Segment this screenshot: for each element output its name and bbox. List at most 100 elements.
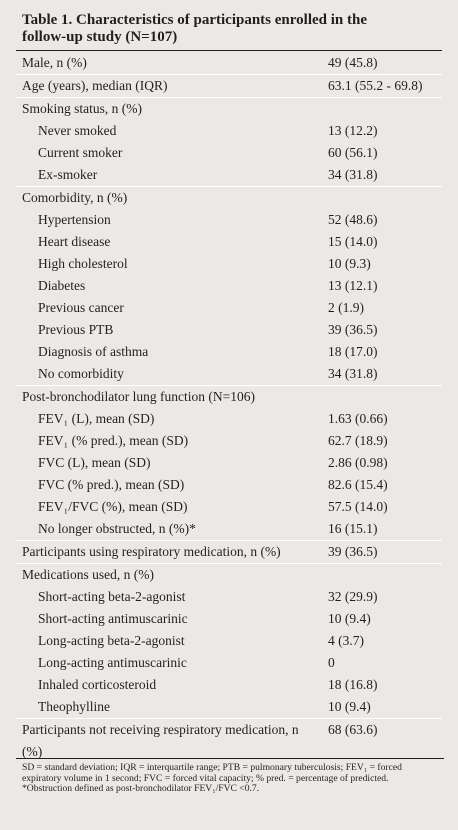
table-row: FEV₁/FVC (%), mean (SD) 57.5 (14.0) (16, 496, 442, 518)
row-value: 57.5 (14.0) (328, 499, 388, 514)
table-row: Participants using respiratory medicatio… (16, 541, 442, 563)
row-label: Heart disease (38, 234, 111, 249)
table-row: Diagnosis of asthma 18 (17.0) (16, 341, 442, 363)
row-value: 52 (48.6) (328, 212, 378, 227)
row-group: Participants using respiratory medicatio… (16, 540, 442, 563)
row-group: Age (years), median (IQR) 63.1 (55.2 - 69… (16, 74, 442, 97)
row-label: Post-bronchodilator lung function (N=106… (22, 389, 255, 404)
row-group: Male, n (%) 49 (45.8) (16, 52, 442, 74)
row-label: Diabetes (38, 278, 86, 293)
table-row: Ex-smoker 34 (31.8) (16, 164, 442, 186)
table-row: High cholesterol 10 (9.3) (16, 253, 442, 275)
row-value: 4 (3.7) (328, 633, 364, 648)
table-row: Hypertension 52 (48.6) (16, 209, 442, 231)
row-label: FVC (L), mean (SD) (38, 455, 151, 470)
footnote: SD = standard deviation; IQR = interquar… (22, 762, 402, 784)
row-group: Medications used, n (%) Short-acting beta… (16, 563, 442, 718)
row-label: Previous PTB (38, 322, 114, 337)
row-label: Long-acting beta-2-agonist (38, 633, 185, 648)
row-value: 60 (56.1) (328, 145, 378, 160)
table-row: Diabetes 13 (12.1) (16, 275, 442, 297)
row-group: Comorbidity, n (%) Hypertension 52 (48.6) H… (16, 186, 442, 385)
table-row: Long-acting antimuscarinic 0 (16, 652, 442, 674)
row-value: 63.1 (55.2 - 69.8) (328, 78, 423, 93)
row-value: 10 (9.4) (328, 611, 371, 626)
table-row: Age (years), median (IQR) 63.1 (55.2 - 69… (16, 75, 442, 97)
row-label: Medications used, n (%) (22, 567, 154, 582)
table-row: Inhaled corticosteroid 18 (16.8) (16, 674, 442, 696)
row-value: 34 (31.8) (328, 366, 378, 381)
table-row: Short-acting beta-2-agonist 32 (29.9) (16, 586, 442, 608)
row-value: 49 (45.8) (328, 55, 378, 70)
table-row: No comorbidity 34 (31.8) (16, 363, 442, 385)
row-label: Previous cancer (38, 300, 124, 315)
row-value: 2 (1.9) (328, 300, 364, 315)
row-value: 0 (328, 655, 335, 670)
table-row: Post-bronchodilator lung function (N=106… (16, 386, 442, 408)
table-row: Previous cancer 2 (1.9) (16, 297, 442, 319)
row-value: 16 (15.1) (328, 521, 378, 536)
table-row: Participants not receiving respiratory m… (16, 719, 442, 763)
row-value: 39 (36.5) (328, 322, 378, 337)
row-label: Diagnosis of asthma (38, 344, 149, 359)
row-group: Participants not receiving respiratory m… (16, 718, 442, 763)
row-label: No comorbidity (38, 366, 124, 381)
table-row: Male, n (%) 49 (45.8) (16, 52, 442, 74)
row-group: Post-bronchodilator lung function (N=106… (16, 385, 442, 540)
row-value: 13 (12.2) (328, 123, 378, 138)
row-label: Comorbidity, n (%) (22, 190, 128, 205)
row-label: Never smoked (38, 123, 117, 138)
row-value: 34 (31.8) (328, 167, 378, 182)
table-row: Smoking status, n (%) (16, 98, 442, 120)
row-label: FEV₁/FVC (%), mean (SD) (38, 499, 188, 514)
row-label: Theophylline (38, 699, 110, 714)
row-label: FEV₁ (L), mean (SD) (38, 411, 155, 426)
table-row: Previous PTB 39 (36.5) (16, 319, 442, 341)
row-value: 82.6 (15.4) (328, 477, 388, 492)
row-label: Short-acting antimuscarinic (38, 611, 188, 626)
row-value: 62.7 (18.9) (328, 433, 388, 448)
table-row: Medications used, n (%) (16, 564, 442, 586)
table-row: Comorbidity, n (%) (16, 187, 442, 209)
row-value: 15 (14.0) (328, 234, 378, 249)
row-label: Long-acting antimuscarinic (38, 655, 187, 670)
row-value: 2.86 (0.98) (328, 455, 388, 470)
table-title: Table 1. Characteristics of participants… (22, 12, 367, 45)
row-label: Hypertension (38, 212, 111, 227)
row-value: 13 (12.1) (328, 278, 378, 293)
table-row: FEV₁ (% pred.), mean (SD) 62.7 (18.9) (16, 430, 442, 452)
row-label: Male, n (%) (22, 55, 87, 70)
footnote: *Obstruction defined as post-bronchodila… (22, 783, 260, 794)
row-label: Participants using respiratory medicatio… (22, 544, 281, 559)
table-row: Short-acting antimuscarinic 10 (9.4) (16, 608, 442, 630)
table-row: Long-acting beta-2-agonist 4 (3.7) (16, 630, 442, 652)
row-value: 18 (17.0) (328, 344, 378, 359)
row-group: Smoking status, n (%) Never smoked 13 (12.… (16, 97, 442, 186)
row-value: 18 (16.8) (328, 677, 378, 692)
table-row: Never smoked 13 (12.2) (16, 120, 442, 142)
row-label: Ex-smoker (38, 167, 98, 182)
row-label: Participants not receiving respiratory m… (22, 722, 299, 759)
row-label: FVC (% pred.), mean (SD) (38, 477, 185, 492)
row-value: 39 (36.5) (328, 544, 378, 559)
row-label: Current smoker (38, 145, 123, 160)
row-label: Age (years), median (IQR) (22, 78, 168, 93)
row-label: Short-acting beta-2-agonist (38, 589, 186, 604)
table-row: FVC (% pred.), mean (SD) 82.6 (15.4) (16, 474, 442, 496)
table-row: Heart disease 15 (14.0) (16, 231, 442, 253)
table-body: Male, n (%) 49 (45.8) Age (years), median … (16, 52, 442, 763)
row-label: High cholesterol (38, 256, 128, 271)
row-label: Inhaled corticosteroid (38, 677, 157, 692)
row-value: 32 (29.9) (328, 589, 378, 604)
table-row: FVC (L), mean (SD) 2.86 (0.98) (16, 452, 442, 474)
title-rule (16, 50, 442, 51)
footnotes: SD = standard deviation; IQR = interquar… (16, 758, 444, 795)
table-row: Current smoker 60 (56.1) (16, 142, 442, 164)
table-row: Theophylline 10 (9.4) (16, 696, 442, 718)
row-value: 10 (9.3) (328, 256, 371, 271)
row-label: No longer obstructed, n (%)* (38, 521, 196, 536)
table-row: FEV₁ (L), mean (SD) 1.63 (0.66) (16, 408, 442, 430)
table-row: No longer obstructed, n (%)* 16 (15.1) (16, 518, 442, 540)
row-label: FEV₁ (% pred.), mean (SD) (38, 433, 189, 448)
